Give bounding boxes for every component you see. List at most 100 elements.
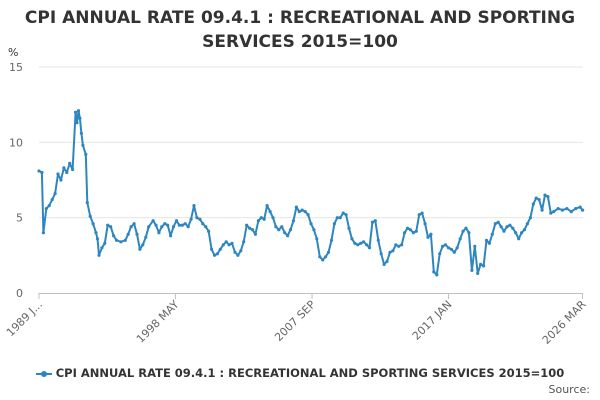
data-point-162[interactable]	[502, 229, 506, 233]
data-point-99[interactable]	[318, 255, 322, 259]
data-point-179[interactable]	[552, 210, 556, 214]
data-point-23[interactable]	[94, 231, 98, 235]
data-point-70[interactable]	[233, 250, 237, 254]
data-point-166[interactable]	[514, 231, 518, 235]
data-point-137[interactable]	[429, 232, 433, 236]
data-point-9[interactable]	[62, 166, 66, 170]
data-point-182[interactable]	[565, 207, 569, 211]
data-point-156[interactable]	[484, 238, 489, 242]
data-point-64[interactable]	[215, 252, 219, 256]
data-point-149[interactable]	[464, 226, 468, 230]
data-point-183[interactable]	[569, 210, 573, 214]
legend[interactable]: CPI ANNUAL RATE 09.4.1 : RECREATIONAL AN…	[0, 366, 600, 380]
data-point-33[interactable]	[123, 238, 127, 242]
data-point-101[interactable]	[324, 255, 328, 259]
data-point-111[interactable]	[353, 241, 357, 245]
data-point-185[interactable]	[578, 205, 582, 209]
data-point-61[interactable]	[207, 229, 211, 233]
data-point-186[interactable]	[581, 208, 585, 212]
data-point-113[interactable]	[359, 241, 363, 245]
data-point-72[interactable]	[239, 249, 243, 253]
data-point-172[interactable]	[531, 202, 535, 206]
data-point-81[interactable]	[265, 204, 269, 208]
data-point-165[interactable]	[511, 226, 515, 230]
data-point-38[interactable]	[138, 247, 142, 251]
data-point-41[interactable]	[147, 225, 151, 229]
data-point-52[interactable]	[180, 223, 184, 227]
data-point-6[interactable]	[53, 192, 57, 196]
data-point-76[interactable]	[250, 228, 255, 232]
data-point-1[interactable]	[40, 170, 44, 175]
data-point-50[interactable]	[174, 219, 179, 223]
data-point-2[interactable]	[41, 231, 46, 235]
data-point-140[interactable]	[438, 252, 442, 256]
data-point-35[interactable]	[129, 225, 133, 229]
data-point-12[interactable]	[71, 167, 75, 172]
data-point-176[interactable]	[543, 193, 547, 197]
data-point-130[interactable]	[408, 228, 412, 232]
data-point-138[interactable]	[432, 270, 436, 274]
data-point-100[interactable]	[321, 258, 325, 262]
data-point-85[interactable]	[277, 228, 281, 232]
data-point-88[interactable]	[286, 234, 290, 238]
data-point-71[interactable]	[236, 253, 240, 257]
data-point-90[interactable]	[291, 219, 296, 223]
data-point-119[interactable]	[376, 238, 380, 242]
data-point-109[interactable]	[347, 226, 351, 230]
data-point-146[interactable]	[455, 246, 459, 250]
data-point-96[interactable]	[309, 222, 313, 226]
data-point-25[interactable]	[97, 253, 101, 257]
data-point-80[interactable]	[262, 217, 266, 221]
data-point-32[interactable]	[119, 240, 123, 244]
data-point-56[interactable]	[192, 204, 196, 208]
data-point-117[interactable]	[370, 220, 374, 224]
data-point-141[interactable]	[441, 244, 445, 248]
data-point-34[interactable]	[126, 232, 130, 236]
data-point-123[interactable]	[388, 250, 392, 254]
data-point-20[interactable]	[85, 201, 89, 205]
data-point-121[interactable]	[382, 262, 386, 266]
data-point-5[interactable]	[50, 198, 54, 202]
data-point-84[interactable]	[274, 225, 278, 229]
data-point-91[interactable]	[294, 205, 298, 209]
data-point-66[interactable]	[221, 243, 225, 247]
data-point-112[interactable]	[356, 243, 360, 247]
data-point-29[interactable]	[109, 225, 113, 229]
data-point-114[interactable]	[362, 240, 366, 244]
data-point-168[interactable]	[520, 231, 524, 235]
data-point-178[interactable]	[549, 211, 553, 215]
data-point-59[interactable]	[201, 222, 205, 226]
data-point-89[interactable]	[288, 228, 293, 232]
data-point-15[interactable]	[76, 109, 81, 113]
data-point-26[interactable]	[100, 246, 104, 250]
data-point-108[interactable]	[344, 213, 348, 217]
data-point-31[interactable]	[114, 238, 119, 242]
data-point-77[interactable]	[253, 232, 257, 236]
data-point-103[interactable]	[329, 238, 334, 242]
data-point-36[interactable]	[132, 222, 136, 226]
data-point-160[interactable]	[496, 220, 500, 224]
data-point-40[interactable]	[144, 235, 148, 239]
data-point-0[interactable]	[37, 169, 41, 173]
data-point-95[interactable]	[306, 213, 310, 217]
data-point-127[interactable]	[400, 243, 404, 247]
data-point-14[interactable]	[75, 121, 79, 125]
data-point-11[interactable]	[68, 161, 72, 165]
data-point-62[interactable]	[210, 247, 214, 251]
data-point-98[interactable]	[315, 237, 319, 241]
data-point-145[interactable]	[452, 250, 456, 254]
data-point-134[interactable]	[420, 211, 424, 215]
data-point-115[interactable]	[365, 243, 369, 247]
data-point-57[interactable]	[195, 216, 199, 220]
data-point-53[interactable]	[183, 222, 187, 226]
data-point-78[interactable]	[256, 219, 260, 223]
data-point-30[interactable]	[112, 234, 116, 238]
data-point-75[interactable]	[248, 226, 252, 230]
data-point-147[interactable]	[458, 237, 462, 241]
data-point-169[interactable]	[522, 228, 527, 232]
data-point-28[interactable]	[106, 223, 110, 227]
data-point-24[interactable]	[95, 237, 100, 241]
data-point-181[interactable]	[560, 208, 565, 212]
data-point-133[interactable]	[417, 213, 421, 217]
data-point-22[interactable]	[91, 222, 95, 226]
